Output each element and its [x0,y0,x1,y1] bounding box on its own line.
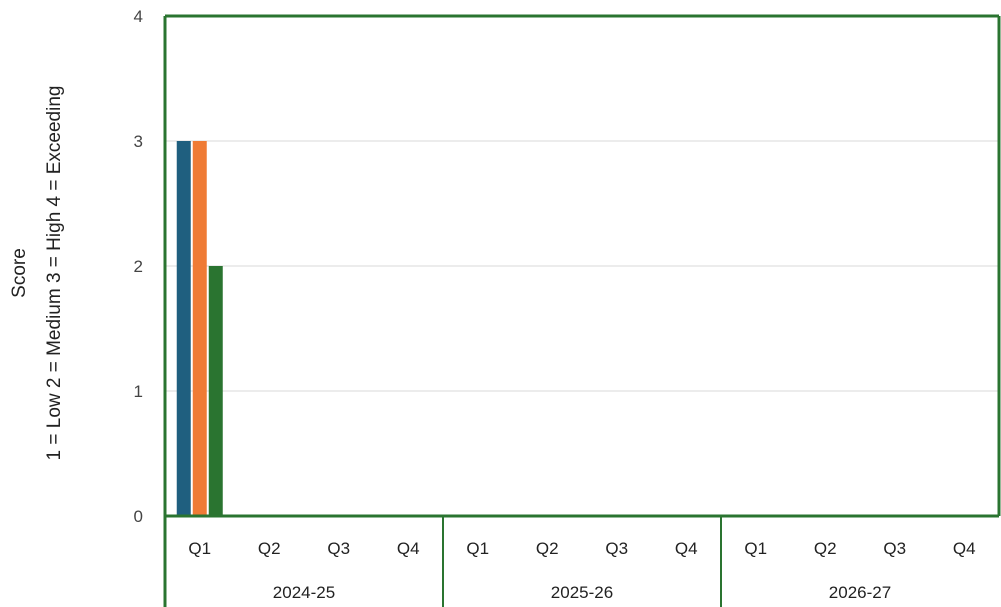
x-category-label: Q4 [675,539,698,558]
x-category-label: Q3 [605,539,628,558]
x-category-label: Q1 [744,539,767,558]
y-tick-label: 0 [134,507,143,526]
x-category-label: Q1 [466,539,489,558]
y-tick-label: 3 [134,132,143,151]
x-group-label: 2025-26 [551,583,613,602]
x-category-label: Q4 [397,539,420,558]
x-category-label: Q2 [536,539,559,558]
x-category-label: Q3 [883,539,906,558]
y-axis-title: Score [9,248,30,298]
y-tick-label: 4 [134,7,143,26]
y-tick-label: 2 [134,257,143,276]
x-category-label: Q4 [953,539,976,558]
bar [176,141,191,516]
x-group-label: 2024-25 [273,583,335,602]
bar [208,266,223,516]
x-group-label: 2026-27 [829,583,891,602]
bar [192,141,207,516]
x-category-label: Q2 [814,539,837,558]
y-tick-label: 1 [134,382,143,401]
x-category-label: Q1 [188,539,211,558]
x-category-label: Q2 [258,539,281,558]
y-axis-title: 1 = Low 2 = Medium 3 = High 4 = Exceedin… [44,86,65,461]
x-category-label: Q3 [327,539,350,558]
